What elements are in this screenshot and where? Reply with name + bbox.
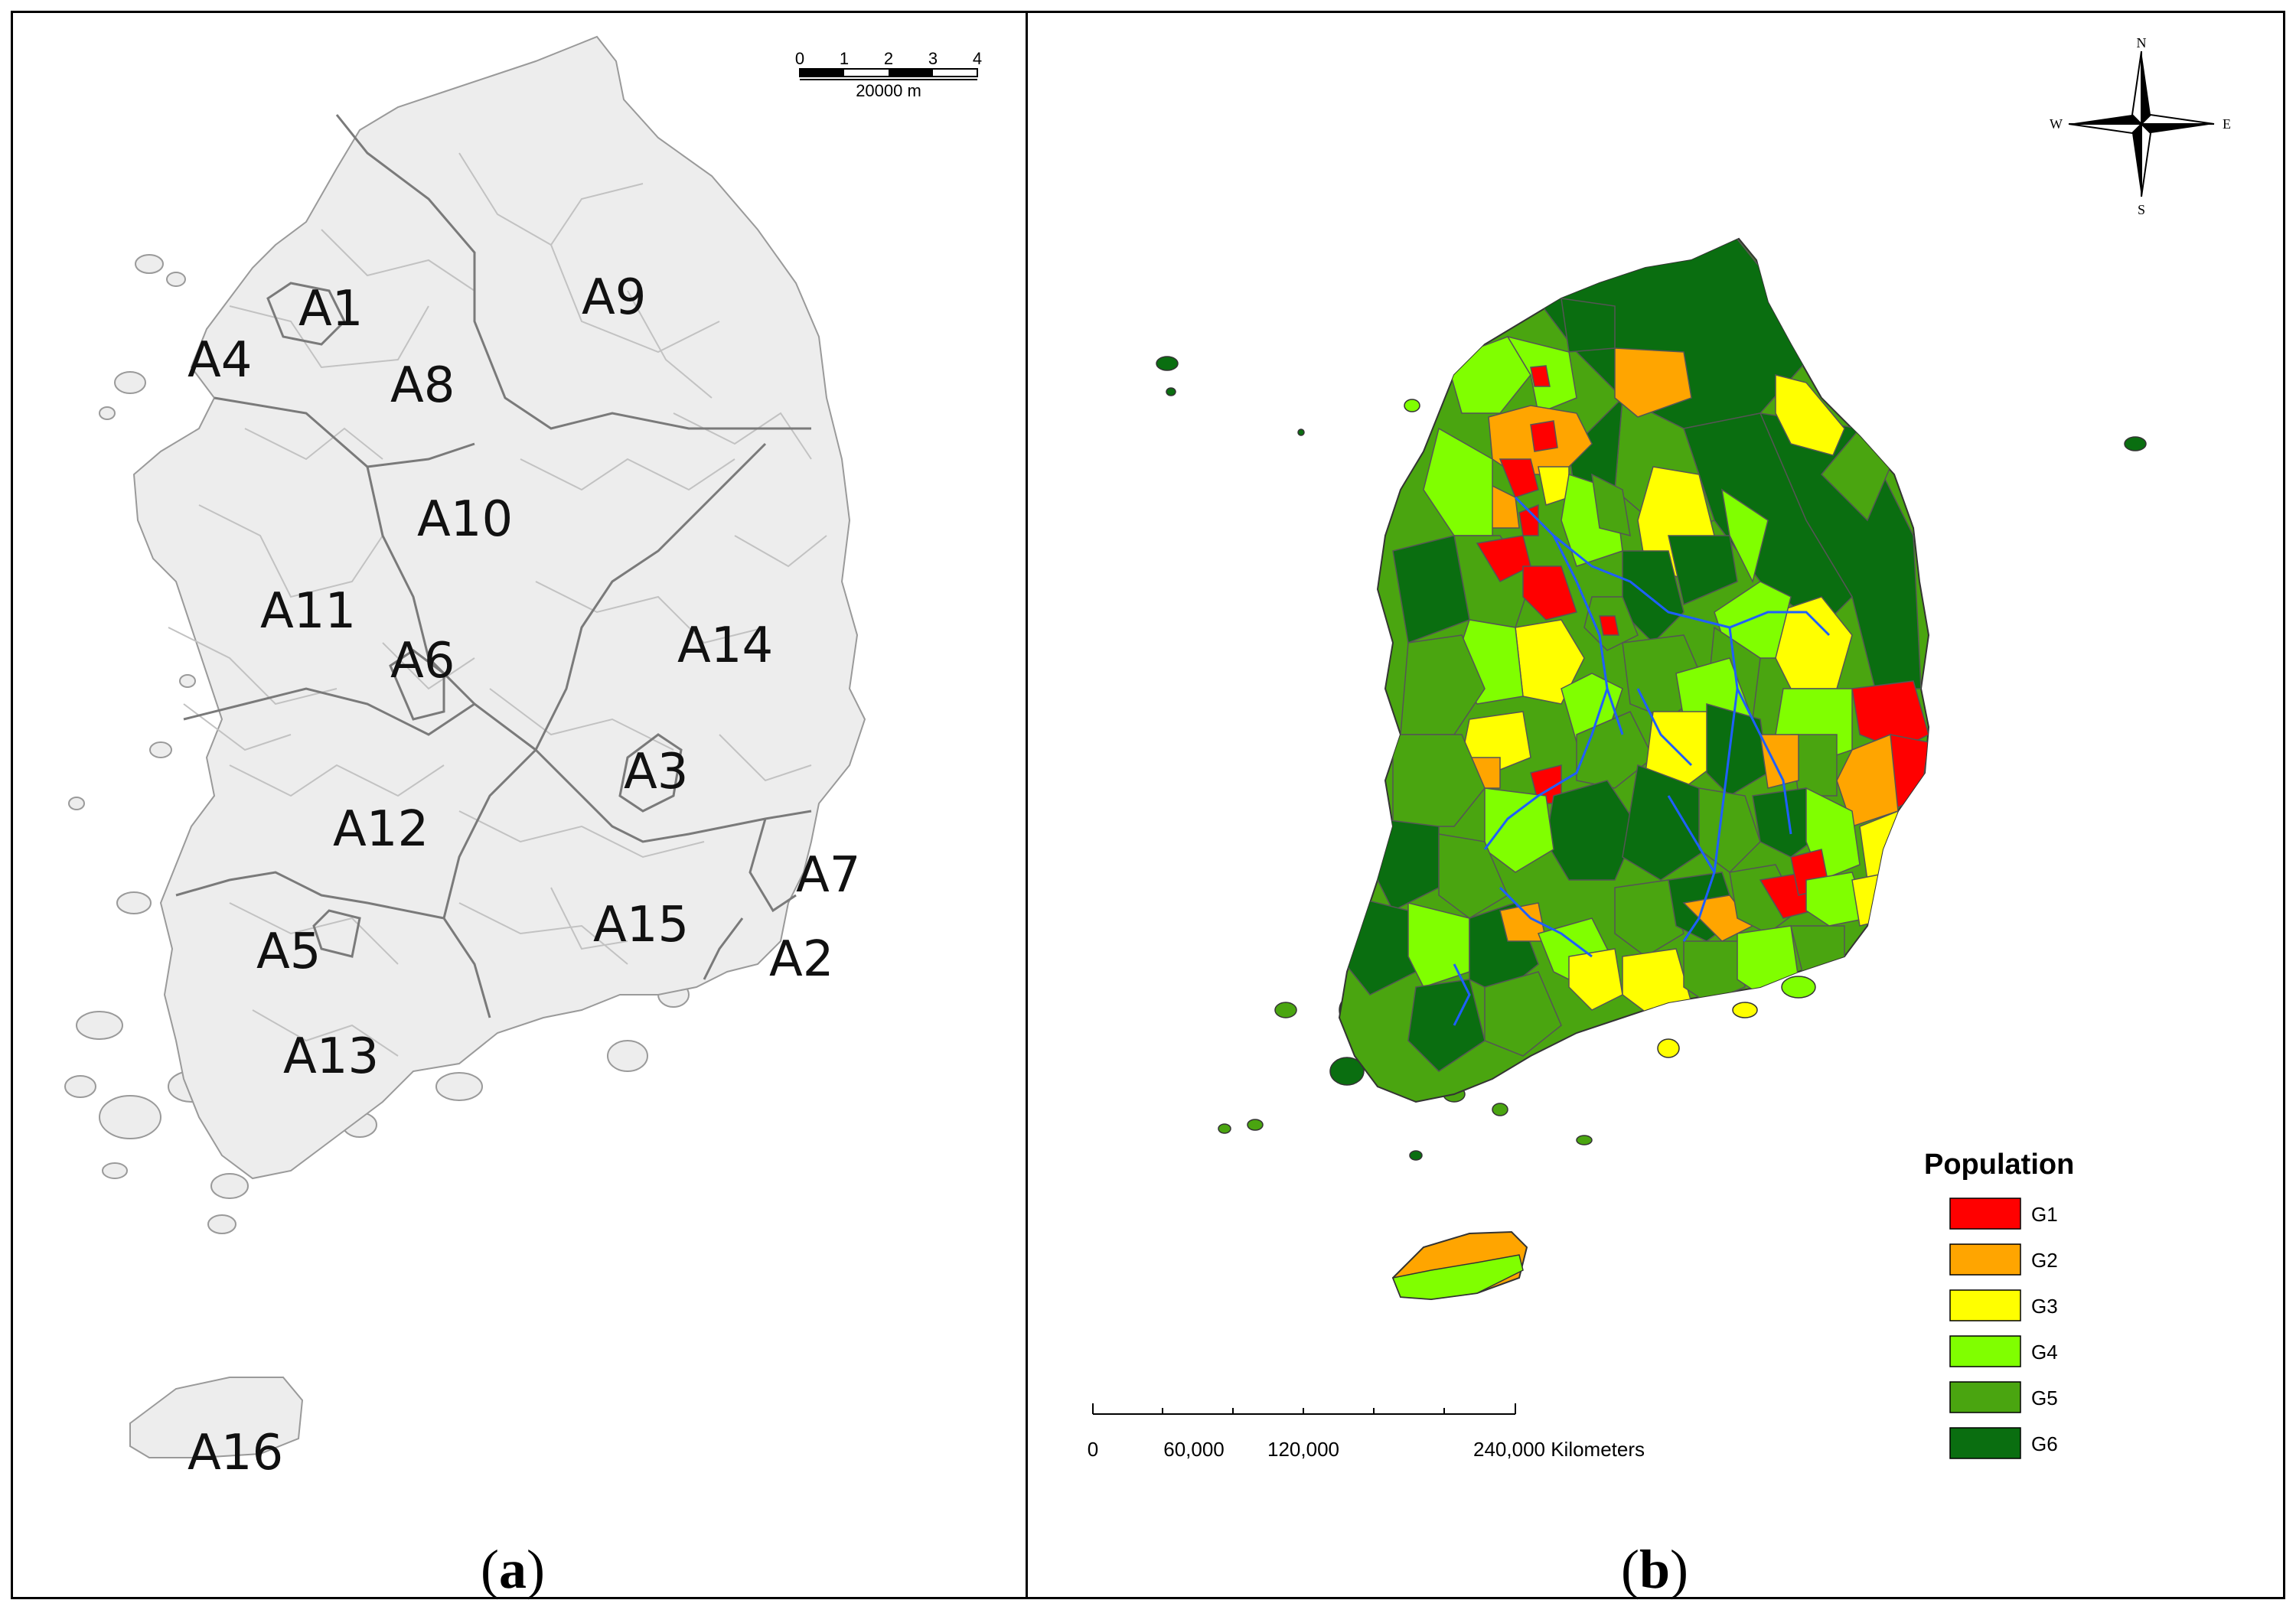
region-label-a13: A13 xyxy=(283,1028,379,1085)
region-label-a1: A1 xyxy=(298,281,364,337)
scale-tick-0: 0 xyxy=(795,49,804,68)
legend-swatch-g6 xyxy=(1949,1427,2021,1459)
region-label-a10: A10 xyxy=(417,491,513,548)
caption-b-letter: b xyxy=(1639,1539,1671,1600)
compass-north: N xyxy=(2137,35,2147,51)
rivers xyxy=(1453,496,1831,1026)
legend-label-g2: G2 xyxy=(2031,1249,2058,1272)
region-label-a15: A15 xyxy=(593,897,689,953)
region-label-a12: A12 xyxy=(333,801,429,858)
legend-swatch-g4 xyxy=(1949,1335,2021,1367)
jeju-island-a xyxy=(129,1377,304,1458)
legend-swatch-g5 xyxy=(1949,1381,2021,1413)
scale-tick-4: 4 xyxy=(973,49,982,68)
legend-swatch-g3 xyxy=(1949,1289,2021,1321)
caption-a-letter: a xyxy=(498,1539,527,1600)
panel-b-caption: (b) xyxy=(1621,1538,1688,1602)
region-label-a5: A5 xyxy=(256,924,321,980)
legend-swatch-g1 xyxy=(1949,1198,2021,1230)
compass-rose: N S E W xyxy=(2050,35,2231,217)
scale-tick-1: 1 xyxy=(840,49,849,68)
population-legend: Population G1 G2 G3 G4 G5 G6 xyxy=(1924,1149,2074,1459)
region-label-a9: A9 xyxy=(582,269,647,326)
scale-b-tick-120000: 120,000 xyxy=(1267,1438,1339,1461)
scale-tick-3: 3 xyxy=(928,49,938,68)
caption-b-open: ( xyxy=(1621,1539,1639,1600)
scale-labels-b: 0 60,000 120,000 240,000 Kilometers xyxy=(1088,1438,1645,1461)
province-boundaries xyxy=(175,114,812,1018)
region-labels: A1 A2 A3 A4 A5 A6 A7 A8 A9 A10 A11 A12 A… xyxy=(188,269,861,1481)
region-label-a11: A11 xyxy=(260,583,356,640)
legend-label-g3: G3 xyxy=(2031,1295,2058,1318)
caption-a-close: ) xyxy=(526,1539,545,1600)
legend-swatch-g2 xyxy=(1949,1243,2021,1276)
scale-unit: 20000 m xyxy=(856,81,921,100)
scale-b-tick-0: 0 xyxy=(1088,1438,1098,1461)
korea-mainland-a xyxy=(132,35,866,1180)
caption-b-close: ) xyxy=(1670,1539,1689,1600)
caption-a-open: ( xyxy=(481,1539,499,1600)
compass-south: S xyxy=(2138,202,2145,217)
compass-west: W xyxy=(2050,116,2063,132)
scale-bar-a: 0 1 2 3 4 20000 m xyxy=(795,49,982,100)
region-label-a14: A14 xyxy=(677,618,773,674)
scale-tick-2: 2 xyxy=(884,49,893,68)
region-label-a7: A7 xyxy=(796,847,861,904)
scale-b-tick-240000: 240,000 Kilometers xyxy=(1473,1438,1645,1461)
jeju-island-b xyxy=(1391,1230,1528,1301)
region-label-a8: A8 xyxy=(390,357,455,414)
region-label-a2: A2 xyxy=(769,931,834,988)
panel-b-map: N S E W xyxy=(1088,35,2231,1461)
legend-label-g1: G1 xyxy=(2031,1203,2058,1226)
scale-b-tick-60000: 60,000 xyxy=(1163,1438,1225,1461)
region-label-a3: A3 xyxy=(624,744,689,800)
panel-a-caption: (a) xyxy=(481,1538,545,1602)
region-label-a16: A16 xyxy=(188,1425,283,1481)
region-label-a6: A6 xyxy=(390,633,455,689)
compass-east: E xyxy=(2223,116,2231,132)
figure-frame xyxy=(11,11,2285,1599)
legend-title: Population xyxy=(1924,1149,2074,1181)
panel-a-map: 0 1 2 3 4 20000 m A1 A2 A3 A4 A5 A6 A7 A… xyxy=(64,35,982,1481)
region-label-a4: A4 xyxy=(188,332,253,389)
choropleth-districts xyxy=(1339,239,1929,1072)
panel-divider xyxy=(1026,11,1028,1599)
legend-label-g4: G4 xyxy=(2031,1341,2058,1364)
legend-label-g5: G5 xyxy=(2031,1387,2058,1409)
scale-bar-b xyxy=(1092,1403,1516,1415)
legend-label-g6: G6 xyxy=(2031,1432,2058,1455)
